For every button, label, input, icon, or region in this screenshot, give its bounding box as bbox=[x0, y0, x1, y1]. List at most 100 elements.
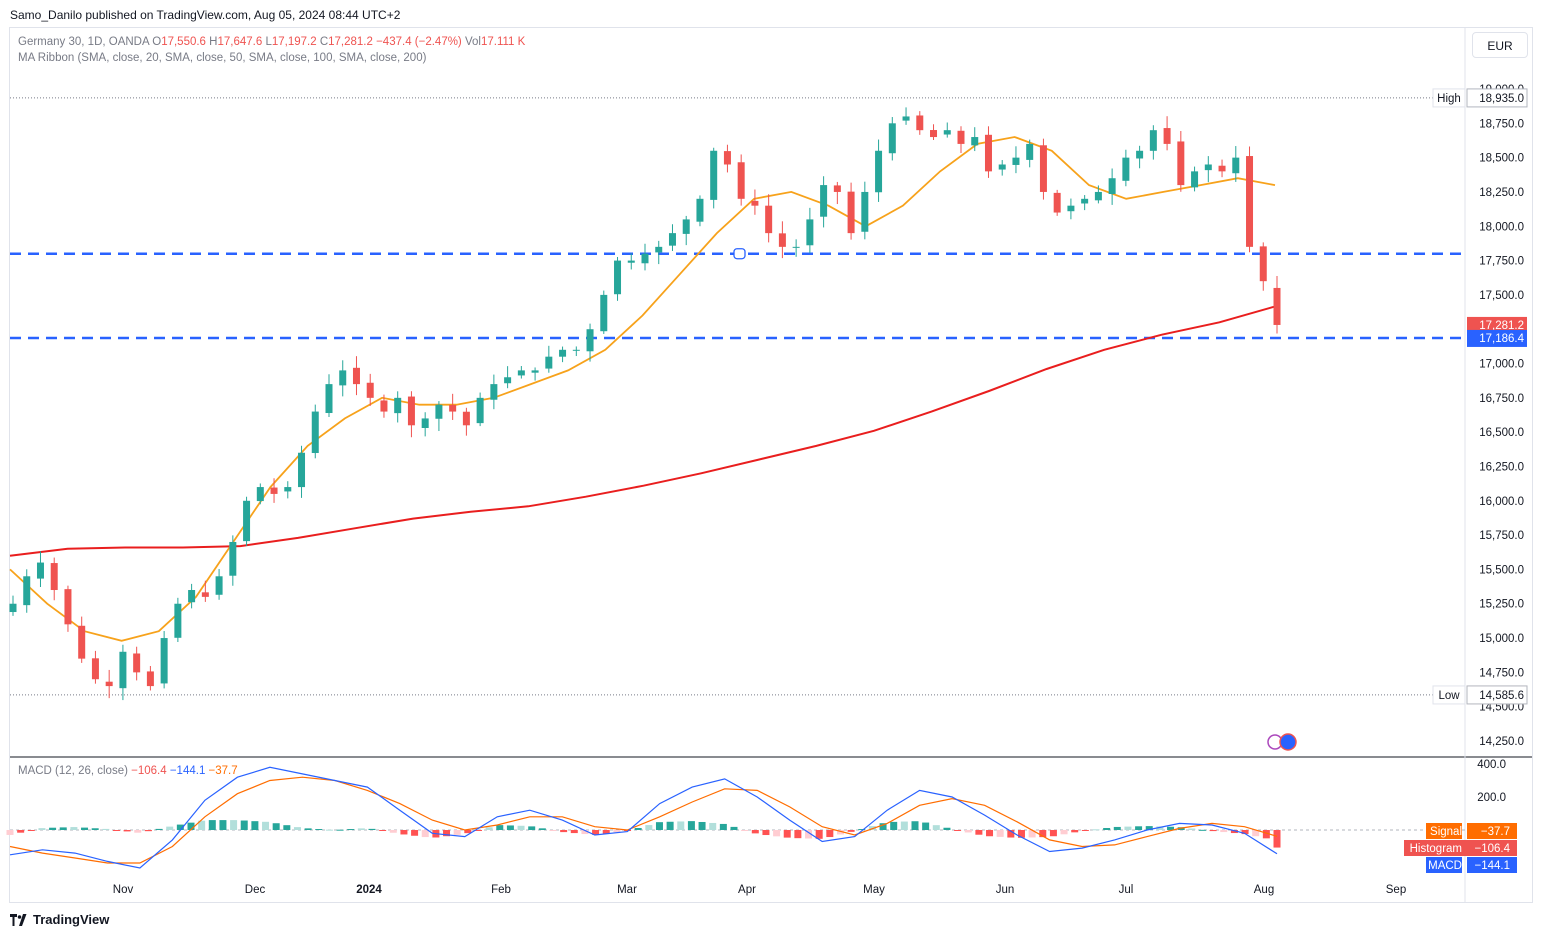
macd-histogram-bar bbox=[1241, 830, 1249, 835]
currency-button[interactable]: EUR bbox=[1472, 32, 1528, 58]
candle-body bbox=[325, 384, 333, 414]
high-value: 17,647.6 bbox=[217, 36, 263, 48]
open-value: 17,550.6 bbox=[161, 36, 206, 48]
macd-histogram-bar bbox=[996, 830, 1004, 837]
candle-body bbox=[1136, 150, 1144, 159]
candle-body bbox=[778, 233, 786, 247]
macd-histogram-bar bbox=[230, 820, 238, 830]
macd-histogram-bar bbox=[155, 828, 163, 830]
time-tick-label: Feb bbox=[491, 884, 511, 896]
candle-body bbox=[930, 130, 938, 138]
time-axis: Nov Dec 2024 Feb Mar Apr May Jun Jul Aug Sep bbox=[113, 884, 1406, 896]
candle-body bbox=[545, 356, 553, 369]
macd-histogram-bar bbox=[1017, 830, 1025, 838]
macd-histogram-bar bbox=[379, 830, 387, 831]
candle-body bbox=[1177, 141, 1185, 186]
macd-signal-value-box bbox=[1467, 823, 1517, 839]
macd-macd-label-box bbox=[1426, 857, 1462, 873]
time-tick-label: Nov bbox=[113, 884, 134, 896]
macd-histogram-bar bbox=[81, 827, 89, 830]
candle-body bbox=[902, 116, 910, 121]
macd-histogram-bar bbox=[421, 830, 429, 838]
macd-histogram-bar bbox=[549, 830, 557, 831]
candle-body bbox=[1053, 192, 1061, 213]
macd-histogram-bar bbox=[836, 830, 844, 835]
low-value: 17,197.2 bbox=[271, 36, 317, 48]
macd-histogram-bar bbox=[6, 830, 14, 835]
macd-histogram-bar bbox=[1007, 830, 1015, 838]
macd-histogram-bar bbox=[879, 823, 887, 830]
candle-body bbox=[751, 200, 759, 206]
low-label: Low bbox=[1438, 690, 1460, 702]
macd-histogram-bar bbox=[932, 825, 940, 830]
macd-legend-histogram: −106.4 bbox=[131, 765, 167, 777]
macd-histogram-bar bbox=[783, 830, 791, 838]
candle-body bbox=[1149, 130, 1157, 151]
candle-body bbox=[847, 191, 855, 234]
drawing-anchor-handle bbox=[733, 248, 746, 260]
candle-body bbox=[229, 541, 237, 576]
open-label: O bbox=[152, 36, 162, 48]
price-tick-label: 14,250.0 bbox=[1479, 736, 1524, 748]
macd-histogram-bar bbox=[123, 830, 131, 832]
macd-histogram-bar bbox=[1167, 826, 1175, 830]
price-tick-label: 18,750.0 bbox=[1479, 118, 1524, 130]
macd-histogram-bar bbox=[964, 830, 972, 833]
candle-body bbox=[765, 205, 773, 234]
macd-histogram-bar bbox=[485, 827, 493, 830]
price-tick-label: 17,750.0 bbox=[1479, 256, 1524, 268]
close-label: C bbox=[319, 36, 329, 48]
macd-histogram-bar bbox=[368, 828, 376, 830]
candle-body bbox=[284, 487, 292, 492]
macd-histogram-value-box bbox=[1467, 840, 1517, 856]
price-tick-label: 15,500.0 bbox=[1479, 564, 1524, 576]
candle-body bbox=[531, 370, 539, 373]
macd-tick-label: 200.0 bbox=[1477, 792, 1506, 804]
macd-macd-value-box bbox=[1467, 857, 1517, 873]
candle-body bbox=[600, 294, 608, 332]
price-tags: High 18,935.0 Low 14,585.6 17,281.217,186.4 bbox=[1267, 88, 1528, 751]
candle-body bbox=[875, 150, 883, 193]
macd-histogram-value: −106.4 bbox=[1475, 843, 1511, 855]
low-label-box bbox=[1432, 685, 1466, 705]
price-tick-label: 14,750.0 bbox=[1479, 667, 1524, 679]
macd-histogram-label-box bbox=[1404, 840, 1467, 856]
macd-histogram-bar bbox=[411, 830, 419, 836]
macd-histogram-bar bbox=[1198, 829, 1206, 831]
time-tick-label: Apr bbox=[738, 884, 756, 896]
macd-histogram-bar bbox=[443, 830, 451, 837]
macd-histogram-bar bbox=[272, 823, 280, 830]
candle-body bbox=[201, 592, 209, 597]
moving-averages bbox=[9, 136, 1278, 642]
macd-histogram-bar bbox=[900, 821, 908, 830]
low-value: 14,585.6 bbox=[1479, 690, 1524, 702]
ma20-line bbox=[9, 136, 1276, 642]
price-tick-label: 15,250.0 bbox=[1479, 599, 1524, 611]
candle-body bbox=[1218, 165, 1226, 172]
candle-body bbox=[188, 590, 196, 603]
macd-histogram-bar bbox=[709, 822, 717, 830]
time-tick-label: Dec bbox=[245, 884, 266, 896]
last-price-tag bbox=[1467, 316, 1527, 334]
candle-body bbox=[504, 377, 512, 384]
ma200-line bbox=[9, 304, 1278, 557]
candle-body bbox=[1081, 198, 1089, 204]
candle-body bbox=[1273, 287, 1281, 325]
macd-histogram-bar bbox=[474, 830, 482, 831]
candle-body bbox=[614, 260, 622, 295]
macd-histogram-bar bbox=[400, 830, 408, 835]
macd-histogram-bar bbox=[325, 829, 333, 831]
macd-histogram-bar bbox=[293, 827, 301, 830]
macd-histogram-bar bbox=[986, 830, 994, 837]
macd-histogram-bar bbox=[70, 827, 78, 830]
macd-legend-signal: −37.7 bbox=[208, 765, 238, 777]
macd-histogram-bar bbox=[773, 830, 781, 837]
macd-histogram-bar bbox=[751, 830, 759, 834]
macd-histogram-bar bbox=[59, 827, 67, 830]
macd-histogram-bar bbox=[911, 821, 919, 830]
candle-body bbox=[1094, 191, 1102, 201]
tradingview-logo-icon bbox=[10, 913, 27, 926]
macd-histogram-bar bbox=[794, 830, 802, 839]
